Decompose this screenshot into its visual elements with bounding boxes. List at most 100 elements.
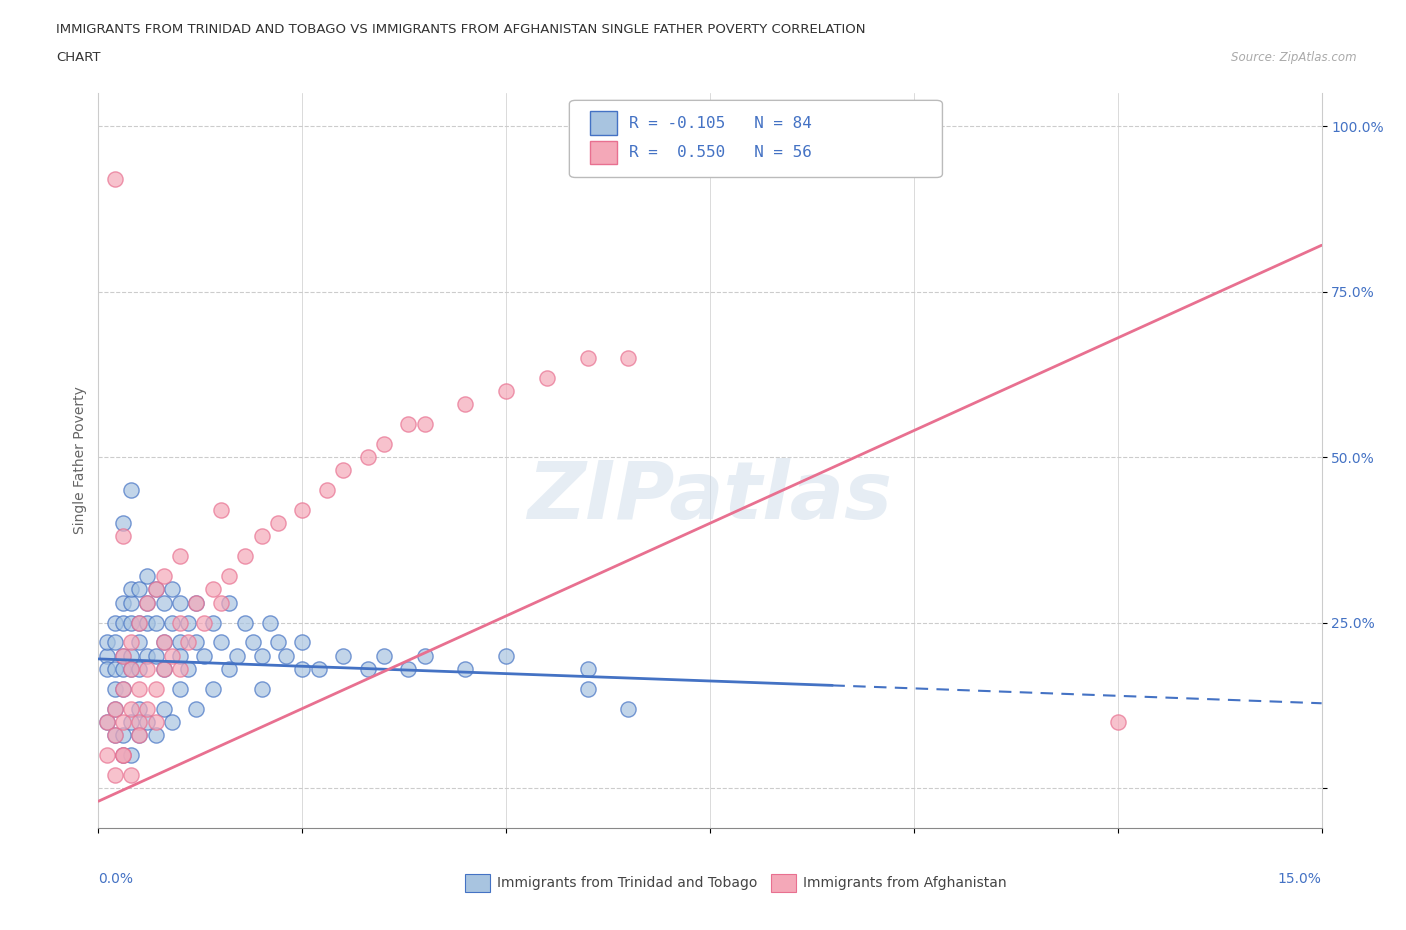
Point: [96, 714, 118, 729]
Point: [576, 682, 599, 697]
Bar: [591, 140, 617, 165]
Point: [128, 682, 150, 697]
Bar: [591, 112, 617, 135]
Point: [120, 714, 142, 729]
Point: [233, 615, 256, 630]
Point: [332, 648, 354, 663]
Point: [111, 615, 134, 630]
Point: [120, 648, 142, 663]
Point: [128, 582, 150, 597]
Point: [111, 682, 134, 697]
Point: [356, 449, 378, 464]
Point: [332, 463, 354, 478]
Point: [96, 748, 118, 763]
Point: [201, 582, 224, 597]
Point: [136, 595, 159, 610]
Point: [177, 615, 200, 630]
Point: [152, 701, 174, 716]
Point: [120, 615, 142, 630]
Point: [104, 767, 127, 782]
Point: [104, 172, 127, 187]
Point: [160, 615, 183, 630]
Point: [209, 635, 232, 650]
Point: [169, 635, 191, 650]
Point: [169, 549, 191, 564]
Point: [120, 748, 142, 763]
Point: [120, 582, 142, 597]
Point: [250, 682, 273, 697]
Point: [218, 569, 240, 584]
Text: R =  0.550   N = 56: R = 0.550 N = 56: [630, 145, 813, 160]
Point: [120, 701, 142, 716]
Point: [111, 661, 134, 676]
Point: [111, 648, 134, 663]
Point: [96, 635, 118, 650]
Point: [128, 635, 150, 650]
Point: [120, 661, 142, 676]
Point: [576, 351, 599, 365]
Point: [111, 516, 134, 531]
Point: [111, 595, 134, 610]
Point: [201, 615, 224, 630]
Bar: [772, 874, 796, 892]
Point: [104, 682, 127, 697]
Point: [152, 661, 174, 676]
Point: [136, 595, 159, 610]
Text: IMMIGRANTS FROM TRINIDAD AND TOBAGO VS IMMIGRANTS FROM AFGHANISTAN SINGLE FATHER: IMMIGRANTS FROM TRINIDAD AND TOBAGO VS I…: [56, 23, 866, 36]
Point: [120, 595, 142, 610]
Point: [104, 615, 127, 630]
Point: [160, 582, 183, 597]
Point: [291, 635, 314, 650]
Point: [1107, 714, 1129, 729]
Point: [111, 714, 134, 729]
Point: [413, 648, 436, 663]
Point: [169, 615, 191, 630]
Point: [274, 648, 297, 663]
Point: [152, 635, 174, 650]
Point: [136, 615, 159, 630]
Point: [104, 661, 127, 676]
Point: [145, 682, 167, 697]
Point: [193, 648, 215, 663]
Point: [160, 714, 183, 729]
Point: [111, 648, 134, 663]
Point: [308, 661, 330, 676]
Point: [136, 648, 159, 663]
Point: [111, 682, 134, 697]
Point: [111, 727, 134, 742]
Point: [186, 635, 208, 650]
Point: [209, 595, 232, 610]
Point: [104, 727, 127, 742]
Text: 0.0%: 0.0%: [98, 871, 134, 885]
Point: [267, 635, 290, 650]
Point: [111, 529, 134, 544]
FancyBboxPatch shape: [569, 100, 942, 178]
Point: [186, 595, 208, 610]
Point: [128, 615, 150, 630]
Point: [169, 661, 191, 676]
Point: [454, 397, 477, 412]
Point: [128, 701, 150, 716]
Point: [145, 727, 167, 742]
Point: [136, 661, 159, 676]
Point: [291, 502, 314, 517]
Point: [128, 615, 150, 630]
Point: [169, 648, 191, 663]
Point: [145, 582, 167, 597]
Point: [104, 635, 127, 650]
Text: ZIPatlas: ZIPatlas: [527, 458, 893, 536]
Point: [495, 648, 517, 663]
Point: [267, 516, 290, 531]
Point: [201, 682, 224, 697]
Point: [226, 648, 249, 663]
Text: Immigrants from Afghanistan: Immigrants from Afghanistan: [803, 876, 1007, 890]
Point: [177, 635, 200, 650]
Point: [120, 661, 142, 676]
Point: [454, 661, 477, 676]
Y-axis label: Single Father Poverty: Single Father Poverty: [73, 386, 87, 535]
Point: [396, 661, 419, 676]
Point: [259, 615, 281, 630]
Point: [120, 483, 142, 498]
Point: [413, 417, 436, 432]
Point: [104, 727, 127, 742]
